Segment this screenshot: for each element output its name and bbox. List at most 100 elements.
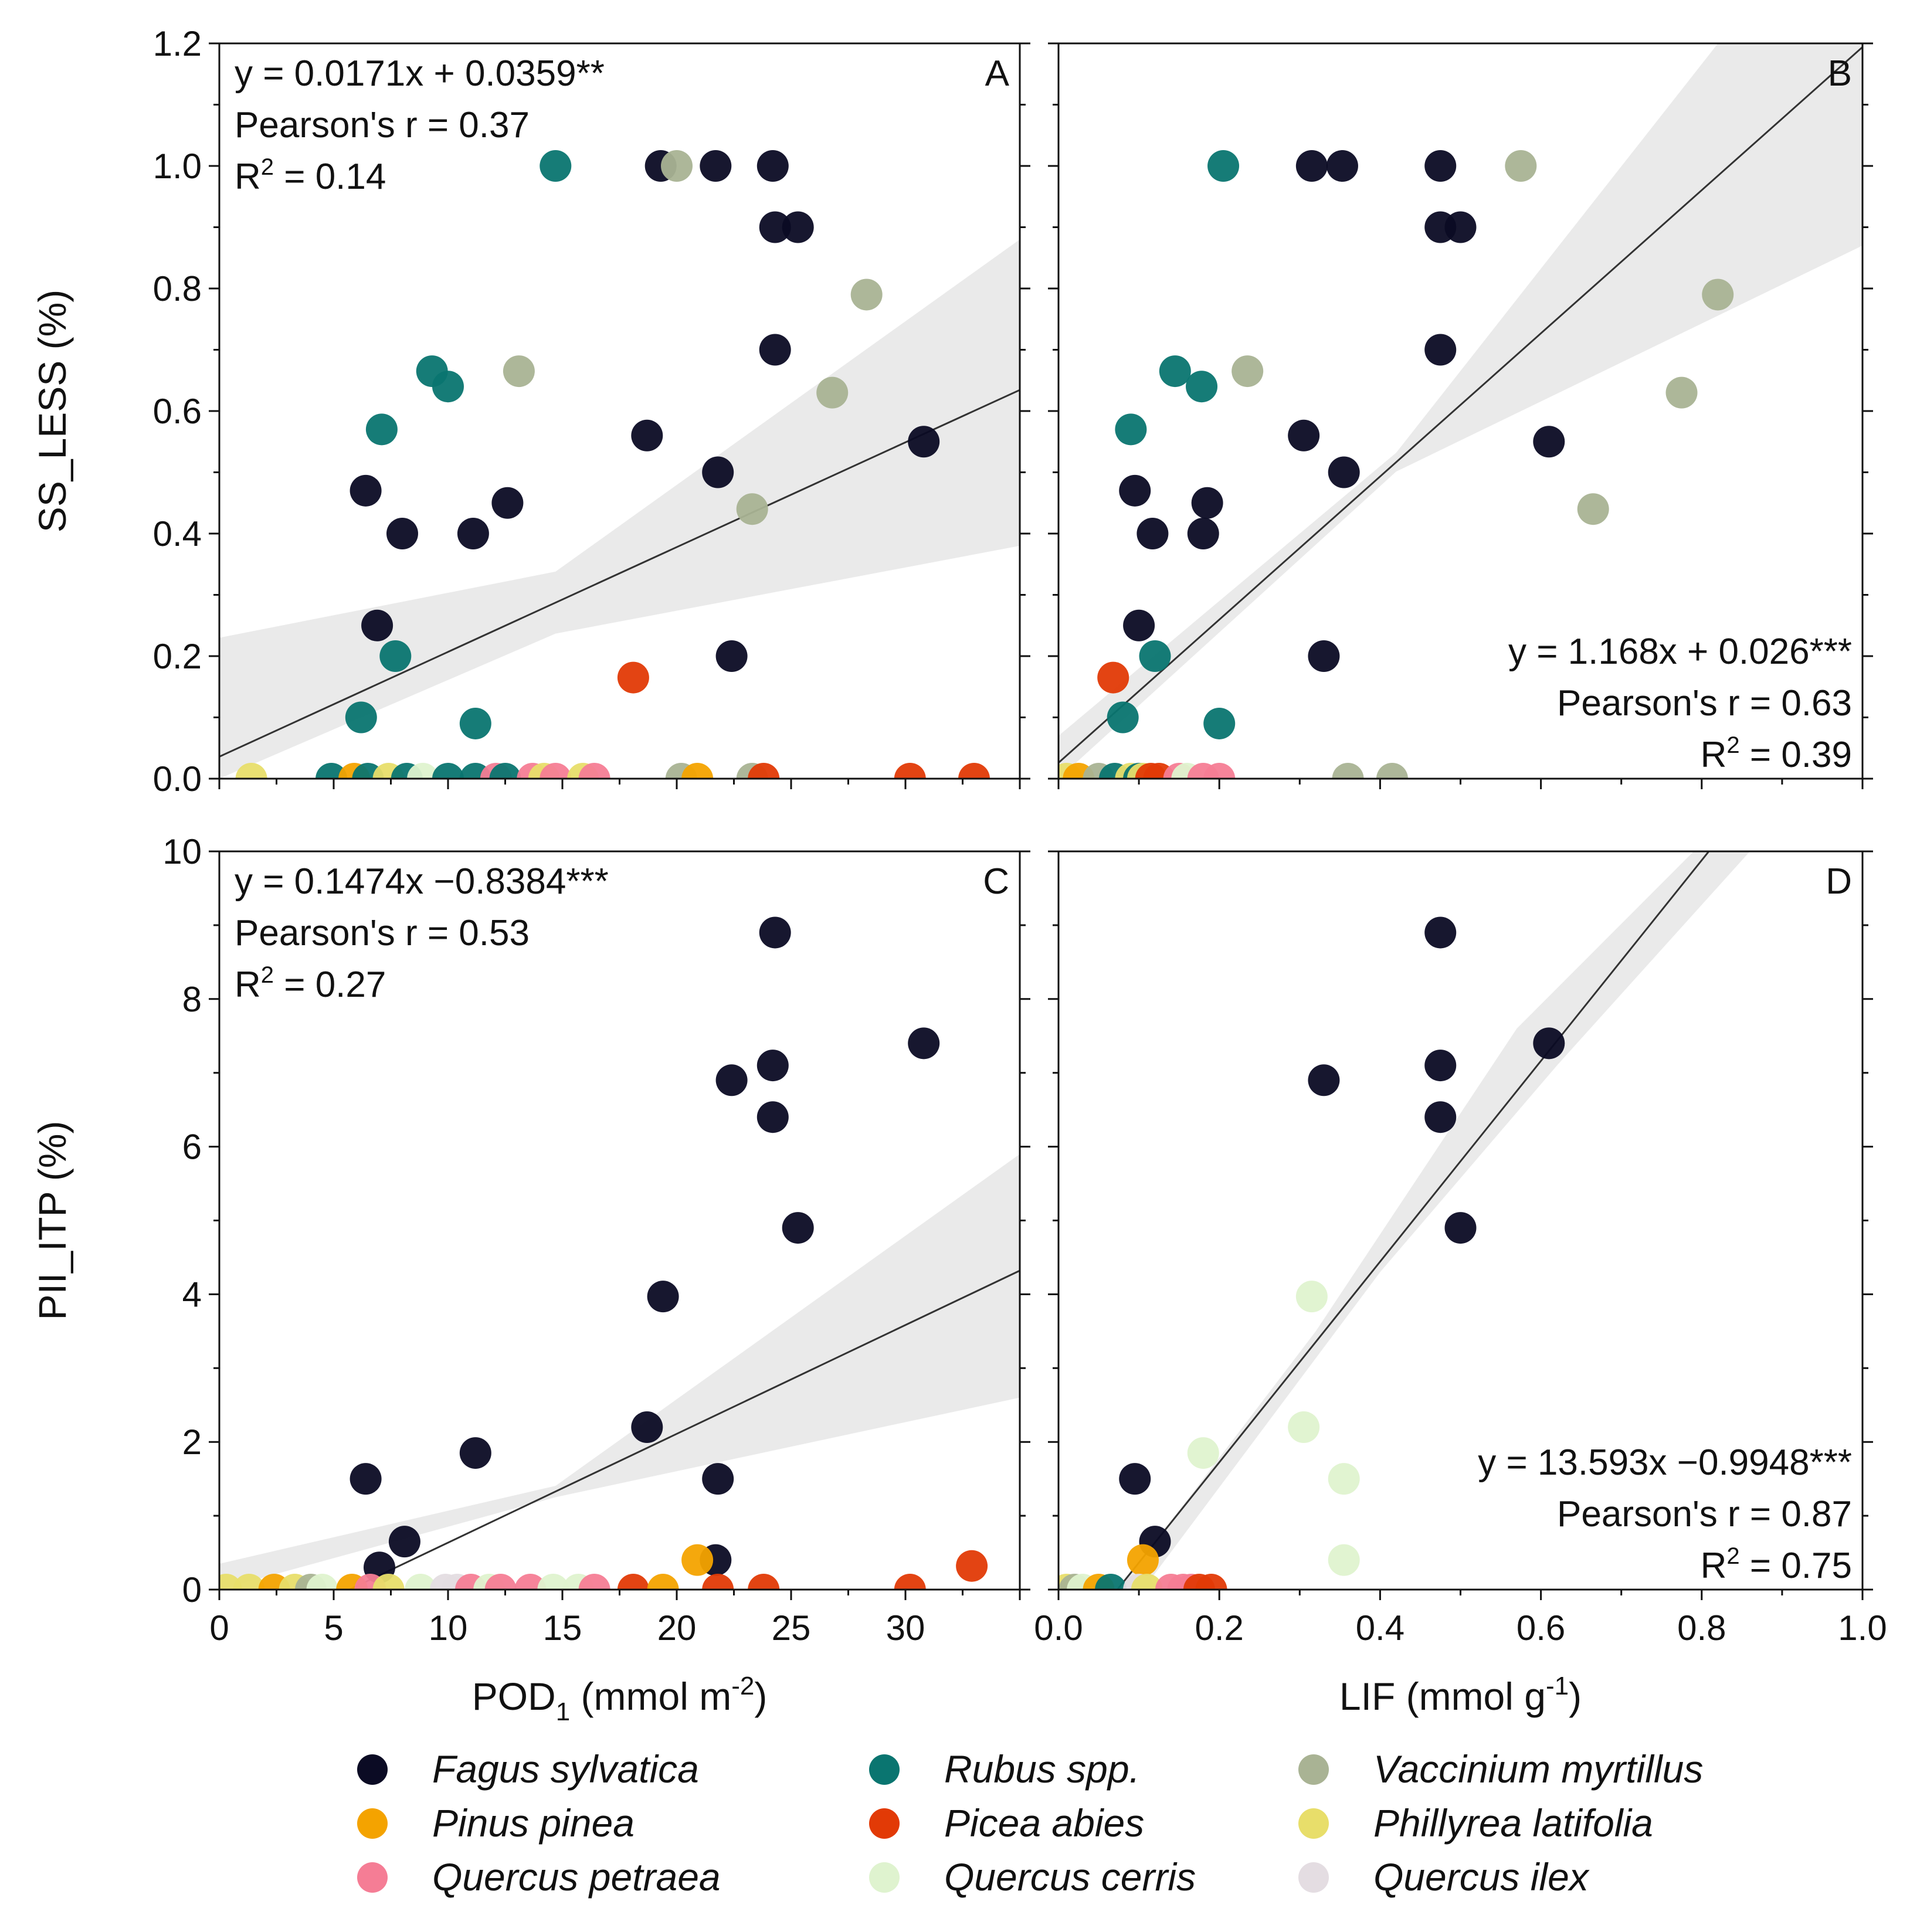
data-point (894, 763, 926, 779)
panel-a: 0.0 0.2 0.4 0.6 0.8 1.0 1.2 Ay = 0.0171x + 0.03… (153, 24, 1030, 799)
data-point (1533, 1027, 1565, 1060)
data-point (1332, 763, 1364, 779)
panel-letter: A (985, 53, 1010, 94)
legend-label: Rubus spp. (944, 1747, 1140, 1791)
data-point (365, 413, 398, 446)
regression-equation: y = 0.0171x + 0.0359** (235, 53, 605, 94)
data-point (1424, 916, 1457, 949)
data-point (1203, 763, 1236, 779)
data-point (956, 1550, 988, 1582)
data-point (1187, 518, 1219, 549)
panel-b: By = 1.168x + 0.026*** Pearson's r = 0.63… (1048, 42, 1873, 789)
data-point (756, 150, 789, 182)
legend-marker (357, 1754, 388, 1785)
data-point (661, 150, 693, 182)
data-point (386, 518, 418, 549)
y-tick-label: 0.8 (153, 269, 202, 308)
legend-item: Rubus spp. (869, 1747, 1140, 1791)
data-point (489, 763, 521, 779)
r-squared: R2 = 0.39 (1701, 732, 1852, 775)
legend-item: Phillyrea latifolia (1298, 1801, 1653, 1845)
data-point (503, 355, 535, 388)
data-point (1424, 1101, 1457, 1133)
y-tick-label: 0.0 (153, 759, 202, 799)
data-point (1328, 1544, 1360, 1576)
x-tick-label: 20 (657, 1608, 697, 1648)
legend-marker (869, 1862, 900, 1893)
x-axis-title-lif: LIF (mmol g-1) (1339, 1672, 1582, 1718)
legend-label: Vaccinium myrtillus (1373, 1747, 1703, 1791)
regression-equation: y = 0.1474x −0.8384*** (235, 861, 609, 902)
data-point (782, 211, 814, 243)
data-point (345, 701, 377, 734)
data-point (759, 334, 791, 366)
pearson-r: Pearson's r = 0.63 (1557, 683, 1852, 724)
data-point (405, 1574, 437, 1590)
legend-label: Quercus cerris (944, 1855, 1196, 1899)
data-point (702, 1574, 734, 1590)
data-point (647, 1574, 679, 1590)
y-axis-title-text: PII_ITP (%) (30, 1121, 74, 1320)
regression-line-d (1116, 851, 1710, 1590)
data-point (350, 474, 382, 507)
y-tick-label: 6 (182, 1128, 202, 1167)
panel-c: 0 2 4 6 8 10 0 5 10 15 20 25 30 Cy = 0.1474x −0.8384*… (162, 832, 1030, 1648)
y-tick-label: 0.6 (153, 392, 202, 431)
data-point (736, 493, 768, 525)
data-point (233, 1574, 265, 1590)
data-point (1424, 150, 1457, 182)
data-point (1139, 640, 1171, 672)
data-point (1665, 376, 1698, 409)
legend-label: Quercus ilex (1373, 1855, 1590, 1899)
data-point (756, 1050, 789, 1082)
x-tick-label: 0 (209, 1608, 229, 1648)
data-point (1288, 419, 1320, 451)
y-tick-label: 4 (182, 1275, 202, 1314)
data-point (578, 1574, 610, 1590)
data-point (759, 916, 791, 949)
data-point (484, 1574, 517, 1590)
data-point (1328, 1463, 1360, 1495)
data-point (1533, 426, 1565, 458)
x-tick-label: 25 (772, 1608, 811, 1648)
legend-item: Quercus ilex (1298, 1855, 1590, 1899)
data-point (1191, 487, 1223, 519)
data-point (1308, 1064, 1340, 1096)
data-point (908, 1027, 940, 1060)
legend-marker (869, 1808, 900, 1839)
y-tick-label: 1.0 (153, 147, 202, 186)
y-tick-label: 1.2 (153, 24, 202, 63)
data-point (1505, 150, 1537, 182)
y-axis-title-text: SS_LESS (%) (30, 290, 74, 533)
data-point (537, 1574, 569, 1590)
pearson-r: Pearson's r = 0.87 (1557, 1494, 1852, 1534)
legend-item: Fagus sylvatica (357, 1747, 699, 1791)
legend-label: Pinus pinea (432, 1801, 635, 1845)
confidence-band-a (219, 239, 1020, 779)
data-point (1195, 1574, 1227, 1590)
data-point (1444, 211, 1477, 243)
legend-marker (357, 1862, 388, 1893)
pearson-r: Pearson's r = 0.53 (235, 913, 530, 953)
x-tick-label: 0.2 (1195, 1608, 1243, 1648)
data-point (1097, 661, 1129, 694)
x-axis-title-text: LIF (mmol g-1) (1339, 1672, 1582, 1718)
data-point (1203, 707, 1236, 739)
data-point (1326, 150, 1358, 182)
data-point (756, 1101, 789, 1133)
plot-area-d (1059, 851, 1750, 1590)
data-point (407, 763, 439, 779)
data-point (1702, 279, 1734, 311)
legend-marker (1298, 1862, 1329, 1893)
x-tick-label: 30 (886, 1608, 925, 1648)
data-point (681, 763, 714, 779)
data-point (457, 518, 489, 549)
x-axis-title-text: POD1 (mmol m-2) (472, 1672, 768, 1726)
data-point (700, 150, 732, 182)
legend-label: Fagus sylvatica (432, 1747, 699, 1791)
data-point (748, 1574, 780, 1590)
data-point (388, 1526, 420, 1558)
data-point (715, 640, 748, 672)
data-point (816, 376, 849, 409)
